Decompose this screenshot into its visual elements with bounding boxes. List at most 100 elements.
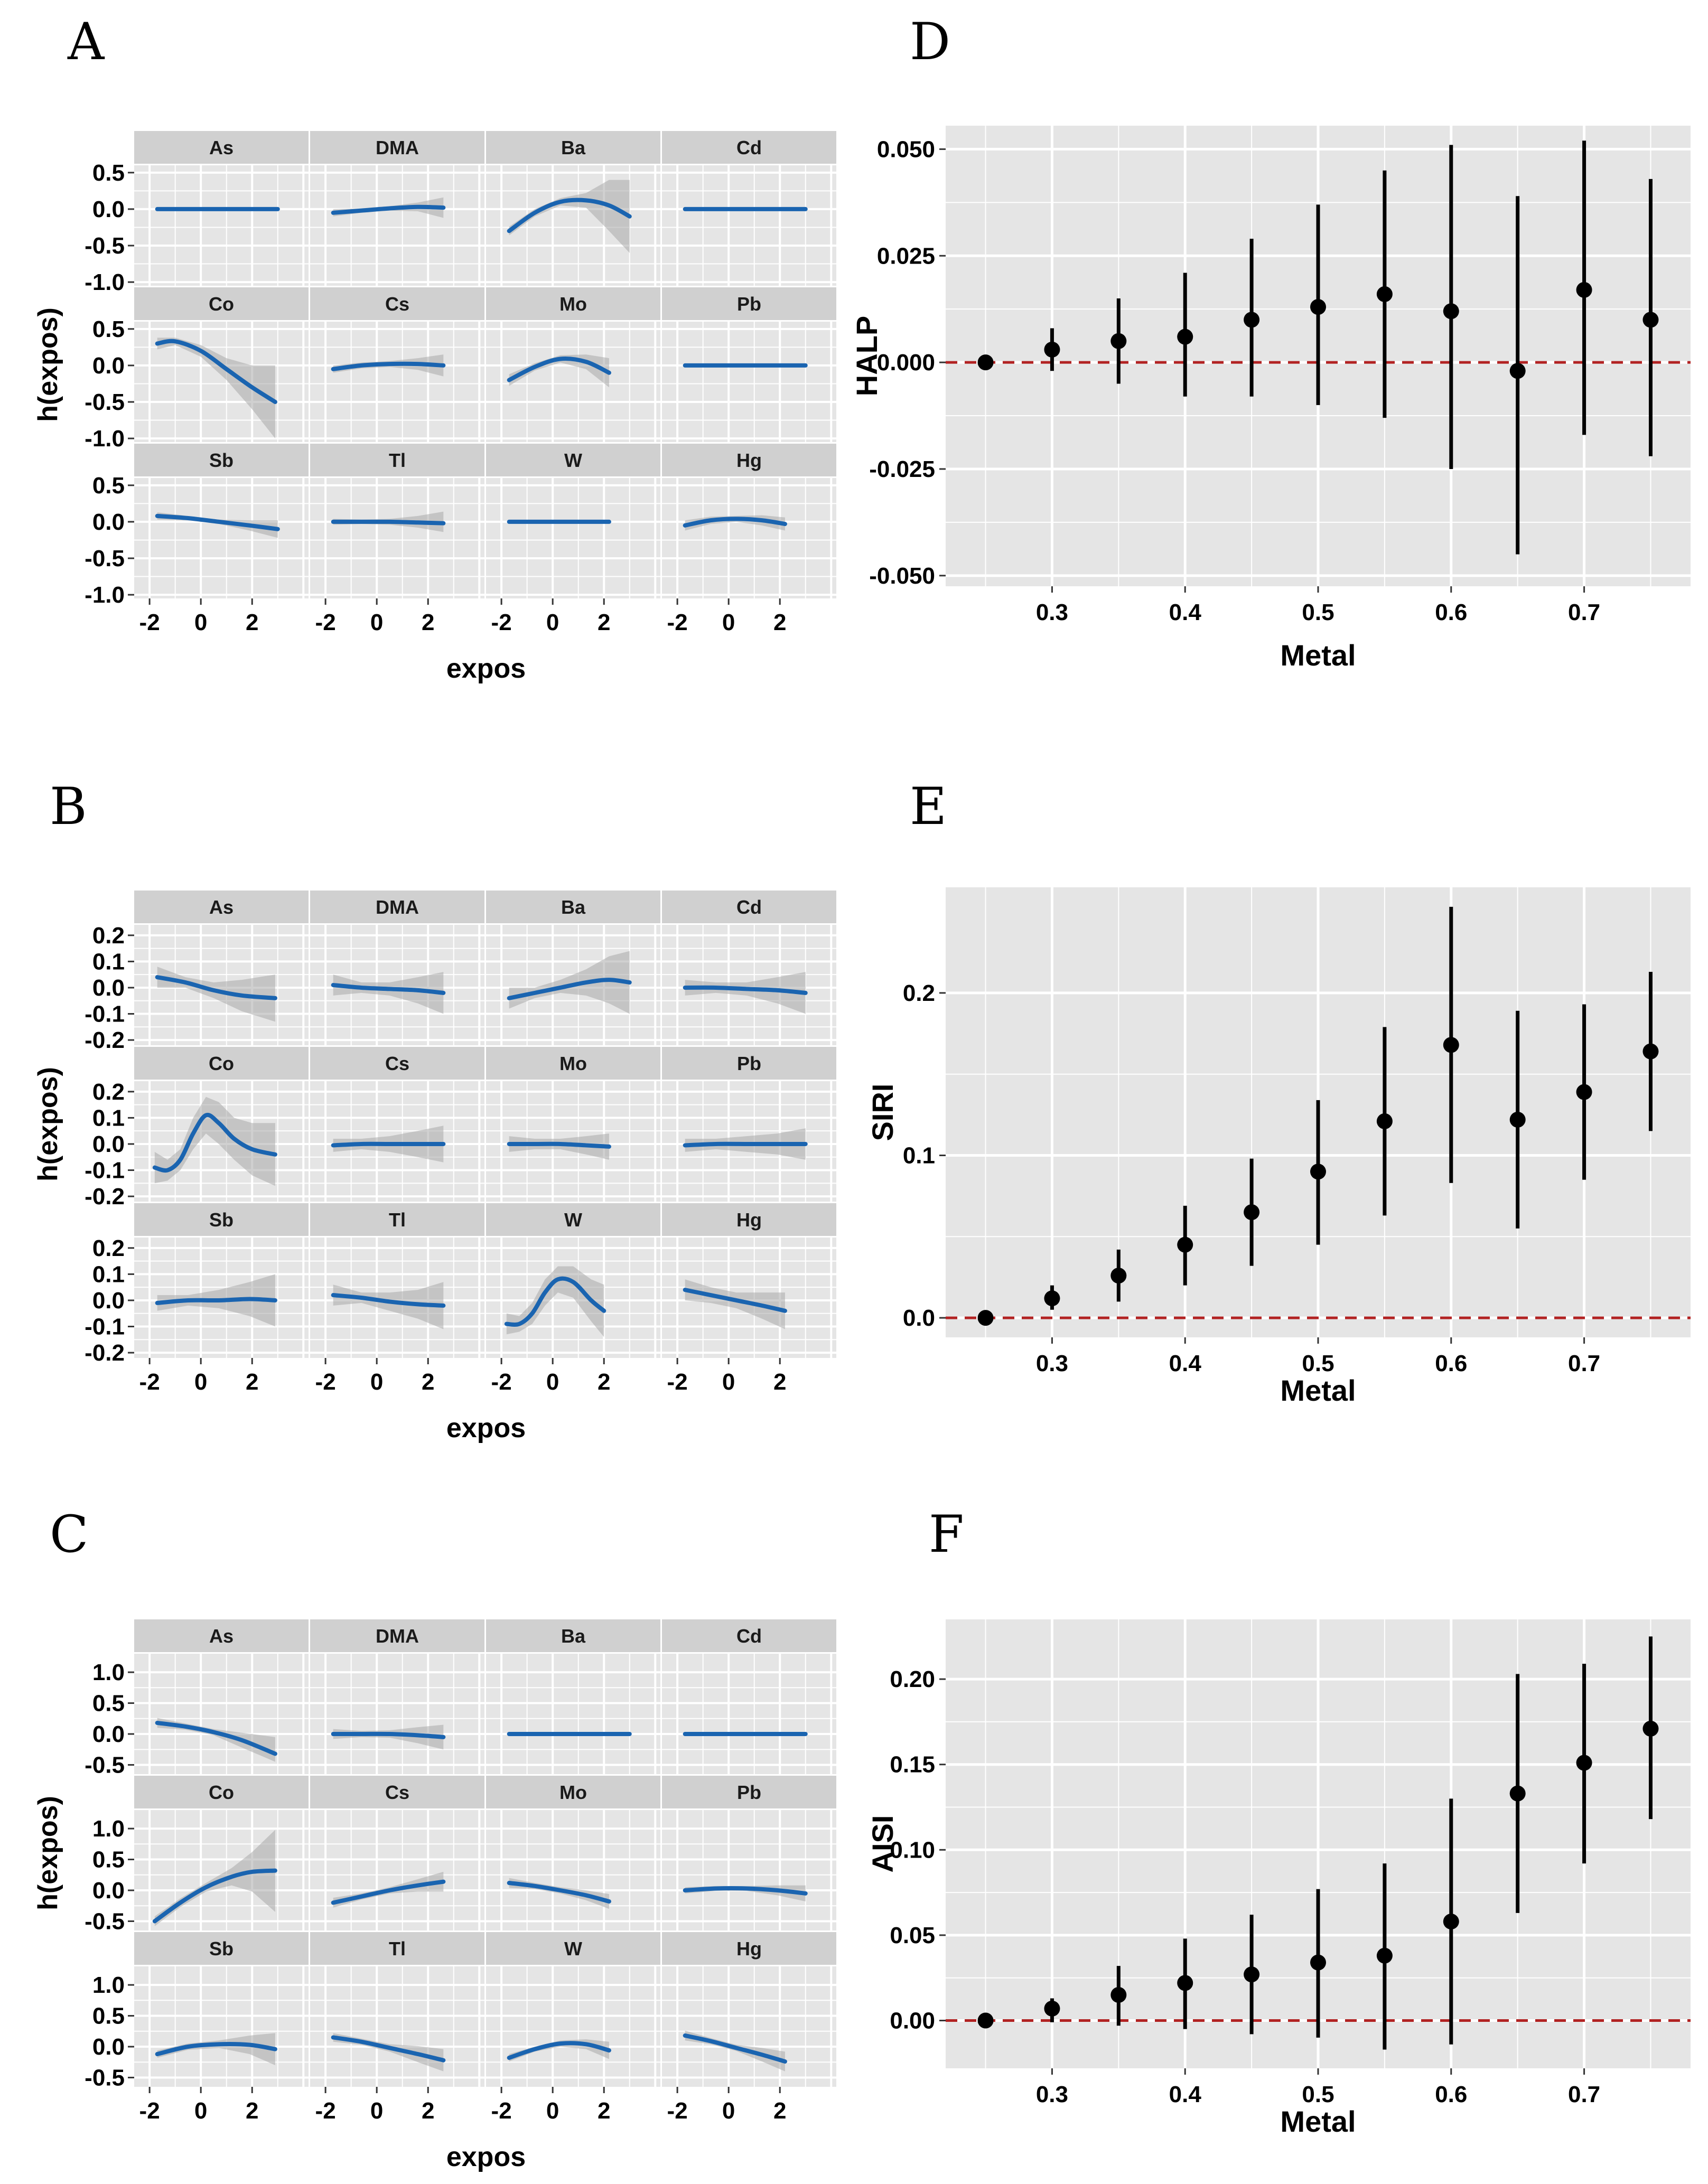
x-tick-label: 0 (722, 2098, 735, 2124)
facet-dma: DMA (310, 891, 484, 1045)
facet-strip-label: Tl (389, 449, 406, 471)
x-tick-label: 2 (773, 1369, 786, 1395)
y-tick-label: 0.5 (92, 1691, 125, 1717)
y-axis-title: AISI (866, 1815, 899, 1873)
facet-strip (662, 891, 836, 923)
x-tick-label: 2 (598, 2098, 610, 2124)
y-tick-label: 0.5 (92, 160, 125, 186)
facet-panel-bg (662, 1810, 836, 1930)
facet-strip (662, 1932, 836, 1965)
y-tick-label: 0.5 (92, 316, 125, 342)
data-point (1044, 1290, 1060, 1307)
data-point (1244, 1966, 1260, 1983)
y-tick-label: 0.5 (92, 2003, 125, 2029)
x-axis-title: expos (446, 653, 526, 684)
x-axis-title: Metal (1280, 1374, 1356, 1407)
x-tick-label: 0 (370, 610, 383, 635)
facet-strip (662, 1619, 836, 1652)
data-point (1376, 1113, 1393, 1129)
facet-tl: Tl -2 0 2 (310, 1932, 484, 2124)
facet-strip-label: DMA (376, 1625, 419, 1647)
data-point (1642, 1720, 1659, 1737)
x-axis-title: Metal (1280, 639, 1356, 672)
data-point (1044, 341, 1060, 358)
x-tick-label: 0 (370, 1369, 383, 1395)
facet-strip (310, 1776, 484, 1808)
facet-strip (310, 1203, 484, 1236)
x-tick-label: -2 (139, 2098, 160, 2124)
facet-mo: Mo (486, 1776, 660, 1930)
facet-strip (662, 1047, 836, 1080)
confidence-ribbon (157, 2033, 275, 2066)
y-axis-title: SIRI (866, 1084, 899, 1141)
y-tick-label: 0.1 (903, 1143, 935, 1169)
facet-strip-label: Sb (209, 449, 234, 471)
confidence-ribbon (154, 1096, 275, 1186)
facet-strip-label: Tl (389, 1209, 406, 1231)
response-curve (507, 357, 611, 382)
y-tick-label: 0.5 (92, 473, 125, 499)
data-point (1509, 1785, 1526, 1802)
facet-strip (310, 1619, 484, 1652)
data-point (1576, 1084, 1592, 1100)
facet-panel-bg (662, 1966, 836, 2087)
x-tick-label: 0.3 (1036, 2082, 1068, 2107)
panel-label-a: A (67, 12, 105, 71)
facet-cs: Cs (310, 1047, 484, 1202)
x-tick-label: -2 (667, 2098, 688, 2124)
facet-sb: Sb 0.20.10.0-0.1-0.2 -2 0 2 (85, 1203, 309, 1395)
data-point (1177, 1236, 1193, 1253)
x-tick-label: 2 (422, 2098, 434, 2124)
x-tick-label: 0.4 (1169, 599, 1202, 625)
data-point (977, 354, 994, 371)
data-point (1310, 1954, 1326, 1971)
response-curve (331, 204, 446, 215)
y-axis-title: h(expos) (33, 307, 63, 422)
facet-strip (134, 891, 309, 923)
facet-strip (134, 287, 309, 320)
response-curve (683, 985, 808, 995)
facet-strip-label: DMA (376, 137, 419, 158)
y-tick-label: 0.00 (890, 2008, 935, 2034)
facet-pb: Pb (662, 1776, 836, 1930)
data-point (1576, 282, 1592, 298)
facet-strip-label: Co (209, 293, 234, 315)
facet-strip-label: Cd (736, 1625, 762, 1647)
x-tick-label: 0.6 (1435, 599, 1467, 625)
x-axis-title: expos (446, 2142, 526, 2172)
response-curve (683, 1886, 808, 1896)
x-tick-label: 2 (246, 2098, 258, 2124)
y-tick-label: 0.05 (890, 1923, 935, 1948)
data-point (1509, 1111, 1526, 1128)
y-tick-label: -0.5 (85, 546, 125, 571)
facet-strip (486, 1203, 660, 1236)
x-tick-label: 2 (773, 2098, 786, 2124)
y-tick-label: 0.000 (877, 350, 935, 376)
panel-label-d: D (910, 12, 950, 71)
x-tick-label: 0.3 (1036, 599, 1068, 625)
data-point (977, 2012, 994, 2029)
facet-w: W -2 0 2 (486, 1203, 660, 1395)
facet-ba: Ba (486, 1619, 660, 1774)
facet-strip (134, 1203, 309, 1236)
response-curve (331, 1731, 446, 1739)
data-point (1509, 363, 1526, 379)
data-point (1443, 303, 1459, 320)
response-curve (507, 2041, 611, 2060)
x-tick-label: -2 (315, 2098, 336, 2124)
response-curve (507, 1880, 611, 1904)
response-curve (683, 517, 787, 528)
x-tick-label: 0 (546, 2098, 559, 2124)
facet-co: Co 0.5 0.0 -0.5 -1.0 (85, 287, 309, 452)
facet-tl: Tl -2 0 2 (310, 1203, 484, 1395)
facet-strip-label: W (564, 1938, 582, 1960)
chart-d-halp: -0.050 -0.025 0.000 0.025 0.050 0.3 0.4 0.5 0.6 0… (850, 126, 1691, 672)
y-tick-label: 0.0 (92, 1878, 125, 1904)
data-point (1443, 1037, 1459, 1053)
facet-strip-label: Co (209, 1782, 234, 1803)
data-point (1177, 1975, 1193, 1991)
facet-strip (486, 891, 660, 923)
x-tick-label: -2 (667, 610, 688, 635)
